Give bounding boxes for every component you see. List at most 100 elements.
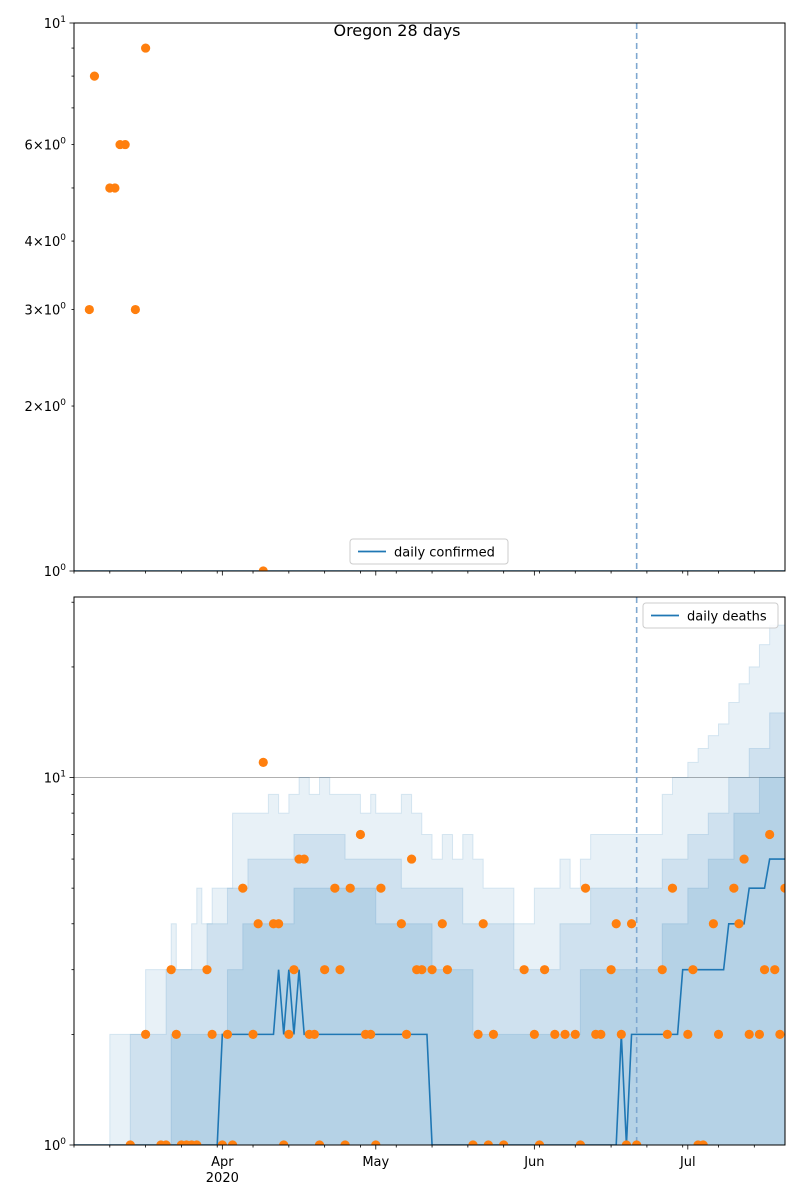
x-tick-sublabel: 2020 <box>206 1171 239 1186</box>
data-point <box>560 1029 570 1039</box>
legend: daily confirmed <box>349 538 509 565</box>
data-point <box>171 1029 181 1039</box>
data-point <box>626 919 637 929</box>
data-point <box>580 883 591 893</box>
data-point <box>141 1029 151 1039</box>
data-point <box>207 1029 217 1039</box>
data-point <box>775 1029 785 1039</box>
y-tick-label: 101 <box>44 770 66 787</box>
data-point <box>166 965 176 975</box>
data-point <box>698 1140 708 1145</box>
data-point <box>759 965 770 975</box>
data-point <box>371 1140 381 1145</box>
data-point <box>366 1029 376 1039</box>
data-point <box>683 1029 693 1039</box>
data-point <box>729 883 739 893</box>
data-point <box>141 43 151 53</box>
band-outer <box>74 607 785 1145</box>
data-point <box>437 919 447 929</box>
data-point <box>238 883 248 893</box>
data-point <box>417 965 427 975</box>
data-point <box>770 965 780 975</box>
legend-label: daily confirmed <box>394 546 495 561</box>
legend-box <box>349 538 509 565</box>
data-point <box>570 1029 580 1039</box>
data-point <box>355 829 366 840</box>
data-point <box>258 757 268 767</box>
data-point <box>376 883 386 893</box>
data-point <box>227 1140 238 1145</box>
data-point <box>596 1029 606 1039</box>
data-point <box>468 1140 478 1145</box>
data-point <box>340 1140 350 1145</box>
axes-frame <box>73 596 786 1146</box>
data-point <box>320 965 330 975</box>
legend: daily deaths <box>642 602 779 629</box>
band-inner <box>160 748 785 1145</box>
data-point <box>274 919 284 929</box>
data-point <box>253 919 263 929</box>
data-point <box>110 183 120 193</box>
y-tick-label: 100 <box>44 563 67 580</box>
y-tick-label: 101 <box>44 15 66 32</box>
data-point <box>84 304 94 315</box>
legend-label: daily deaths <box>687 610 767 625</box>
data-point <box>780 883 785 893</box>
y-minor-tick-label: 3×100 <box>25 302 67 319</box>
band-mid <box>120 683 785 1145</box>
data-point <box>161 1140 171 1145</box>
data-point <box>488 1029 499 1039</box>
data-point <box>309 1029 320 1039</box>
data-point <box>662 1029 672 1039</box>
axes-frame <box>73 22 786 572</box>
data-point <box>744 1029 754 1039</box>
legend-box <box>642 602 779 629</box>
data-point <box>550 1029 560 1039</box>
data-point <box>621 1140 632 1145</box>
data-point <box>192 1140 202 1145</box>
data-point <box>534 1140 545 1145</box>
x-tick-label: May <box>362 1155 389 1170</box>
data-point <box>473 1029 483 1039</box>
data-point <box>248 1029 258 1039</box>
data-point <box>279 1140 289 1145</box>
data-point <box>632 1140 642 1145</box>
data-point <box>754 1029 765 1039</box>
y-tick-label: 100 <box>44 1137 67 1154</box>
data-point <box>427 965 437 975</box>
confirmed-panel: 100 101 2×100 3×100 4×100 6×100 Oregon 28 days… <box>25 15 786 580</box>
data-point <box>667 883 678 893</box>
x-tick-label: Jul <box>679 1155 696 1170</box>
data-point <box>657 965 667 975</box>
y-minor-tick-label: 6×100 <box>25 137 67 154</box>
y-minor-tick-label: 4×100 <box>25 233 67 250</box>
x-tick-label: Jun <box>523 1155 544 1170</box>
data-point <box>125 1140 135 1145</box>
data-point <box>478 919 488 929</box>
plot-area <box>74 23 785 571</box>
data-point <box>739 854 749 864</box>
data-point <box>539 965 550 975</box>
data-point <box>688 965 698 975</box>
series-line-daily-deaths <box>74 858 785 1145</box>
data-point <box>734 919 744 929</box>
chart-title: Oregon 28 days <box>333 21 460 40</box>
data-point <box>519 965 529 975</box>
data-point <box>616 1029 626 1039</box>
data-point <box>713 1029 724 1039</box>
data-point <box>258 566 268 571</box>
data-point <box>529 1029 539 1039</box>
x-tick-label: Apr <box>211 1155 234 1170</box>
data-point <box>396 919 406 929</box>
data-point <box>406 854 417 864</box>
data-point <box>284 1029 294 1039</box>
data-point <box>442 965 453 975</box>
data-point <box>120 139 130 150</box>
data-point <box>217 1140 227 1145</box>
data-point <box>611 919 621 929</box>
data-point <box>202 965 212 975</box>
data-point <box>483 1140 493 1145</box>
data-point <box>791 965 800 974</box>
data-point <box>606 965 616 975</box>
